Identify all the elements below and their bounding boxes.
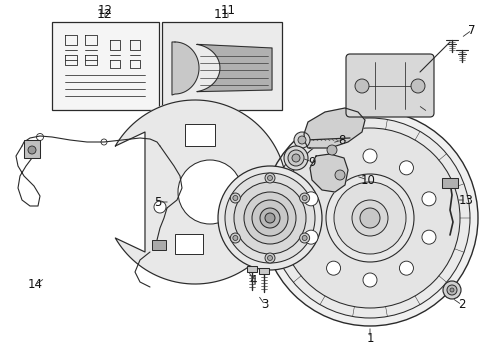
Circle shape [233, 235, 238, 240]
Circle shape [154, 201, 166, 213]
Circle shape [304, 230, 318, 244]
Circle shape [326, 161, 341, 175]
Circle shape [244, 192, 296, 244]
Polygon shape [115, 100, 287, 284]
Circle shape [284, 146, 308, 170]
Circle shape [300, 193, 310, 203]
Circle shape [233, 195, 238, 201]
Circle shape [294, 132, 310, 148]
Text: 14: 14 [27, 279, 43, 292]
Circle shape [225, 173, 315, 263]
Bar [259, 268, 269, 274]
Circle shape [252, 200, 288, 236]
Circle shape [265, 173, 275, 183]
Circle shape [280, 128, 460, 308]
Text: 7: 7 [468, 23, 476, 36]
Circle shape [288, 150, 304, 166]
Circle shape [265, 253, 275, 263]
Circle shape [399, 161, 414, 175]
Circle shape [230, 233, 241, 243]
Bar [52, 22, 159, 110]
Polygon shape [197, 44, 272, 92]
Circle shape [411, 79, 425, 93]
Circle shape [443, 281, 461, 299]
Text: 2: 2 [458, 298, 466, 311]
Polygon shape [172, 42, 199, 95]
Circle shape [399, 261, 414, 275]
Circle shape [422, 192, 436, 206]
Circle shape [363, 149, 377, 163]
Circle shape [234, 182, 306, 254]
Text: 4: 4 [249, 274, 257, 287]
Bar [185, 124, 215, 146]
Circle shape [270, 118, 470, 318]
Circle shape [260, 208, 280, 228]
Circle shape [292, 154, 300, 162]
Circle shape [360, 208, 380, 228]
Circle shape [363, 273, 377, 287]
Circle shape [334, 182, 406, 254]
Circle shape [304, 192, 318, 206]
Circle shape [268, 175, 272, 180]
FancyBboxPatch shape [346, 54, 434, 117]
Circle shape [298, 136, 306, 144]
Circle shape [300, 233, 310, 243]
Circle shape [327, 145, 337, 155]
Bar [175, 234, 203, 254]
Circle shape [447, 285, 457, 295]
Polygon shape [310, 154, 348, 192]
Circle shape [326, 261, 341, 275]
Circle shape [450, 288, 454, 292]
Circle shape [326, 174, 414, 262]
Circle shape [302, 235, 307, 240]
Bar [442, 178, 458, 188]
Circle shape [422, 230, 436, 244]
Bar [24, 140, 40, 158]
Circle shape [218, 166, 322, 270]
Circle shape [302, 195, 307, 201]
Circle shape [355, 79, 369, 93]
Circle shape [230, 193, 241, 203]
Bar [247, 266, 257, 272]
Text: 9: 9 [308, 156, 316, 168]
Text: 6: 6 [424, 105, 432, 118]
Text: 1: 1 [366, 332, 374, 345]
Circle shape [262, 110, 478, 326]
Text: 10: 10 [361, 174, 375, 186]
Circle shape [268, 256, 272, 261]
Text: 11: 11 [214, 8, 230, 21]
Bar [152, 240, 166, 250]
Text: 3: 3 [261, 298, 269, 311]
Text: 12: 12 [97, 8, 113, 21]
Bar [162, 22, 282, 110]
Text: 5: 5 [154, 195, 162, 208]
Text: 13: 13 [459, 194, 473, 207]
Circle shape [335, 170, 345, 180]
Text: 8: 8 [338, 134, 345, 147]
Circle shape [28, 146, 36, 154]
Text: 11: 11 [220, 4, 236, 17]
Circle shape [265, 213, 275, 223]
Circle shape [352, 200, 388, 236]
Polygon shape [304, 108, 365, 148]
Circle shape [178, 160, 242, 224]
Text: 12: 12 [98, 4, 113, 17]
